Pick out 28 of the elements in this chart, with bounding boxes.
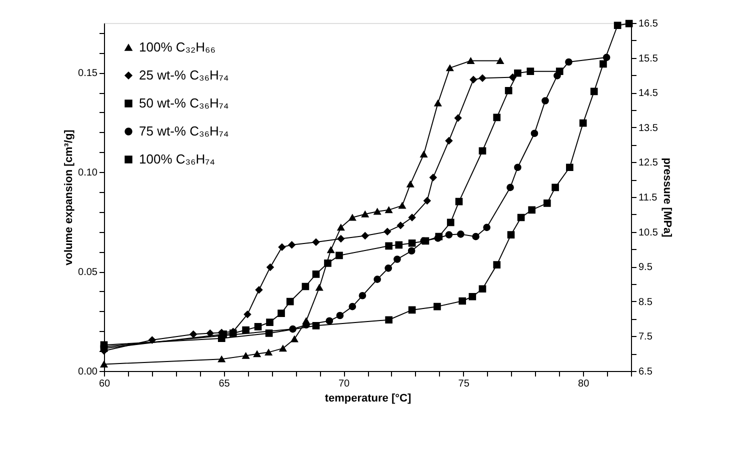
legend-label: 50 wt-% C₃₆H₇₄ xyxy=(139,96,229,110)
y-axis-title: volume expansion [cm³/g] xyxy=(63,129,76,266)
x-tick-label: 80 xyxy=(578,378,590,390)
y2-axis-title: pressure [MPa] xyxy=(660,158,673,238)
y-tick-label: 0.15 xyxy=(78,68,98,80)
y2-tick-label: 16.5 xyxy=(638,18,658,30)
legend-label: 75 wt-% C₃₆H₇₄ xyxy=(139,124,229,138)
y-tick-label: 0.00 xyxy=(78,366,98,378)
legend-label: 100% C₃₆H₇₄ xyxy=(139,152,215,166)
y-tick-label: 0.10 xyxy=(78,168,98,179)
y2-tick-label: 12.5 xyxy=(638,158,658,169)
y2-tick-label: 15.5 xyxy=(638,53,658,64)
y2-tick-label: 10.5 xyxy=(638,227,658,238)
legend-label: 25 wt-% C₃₆H₇₄ xyxy=(139,68,229,82)
y2-tick-label: 11.5 xyxy=(638,192,658,204)
y2-tick-label: 6.5 xyxy=(638,366,653,378)
y-tick-label: 0.05 xyxy=(78,267,98,278)
x-axis-title: temperature [°C] xyxy=(324,392,412,404)
y2-tick-label: 14.5 xyxy=(638,88,658,100)
y2-tick-label: 7.5 xyxy=(638,332,653,343)
x-tick-label: 75 xyxy=(458,378,470,390)
y2-tick-label: 8.5 xyxy=(638,296,653,308)
legend-label: 100% C₃₂H₆₆ xyxy=(139,40,216,54)
x-tick-label: 70 xyxy=(338,378,350,390)
x-tick-label: 65 xyxy=(218,378,230,390)
y2-tick-label: 9.5 xyxy=(638,262,653,274)
y2-tick-label: 13.5 xyxy=(638,122,658,134)
x-tick-label: 60 xyxy=(98,378,110,390)
